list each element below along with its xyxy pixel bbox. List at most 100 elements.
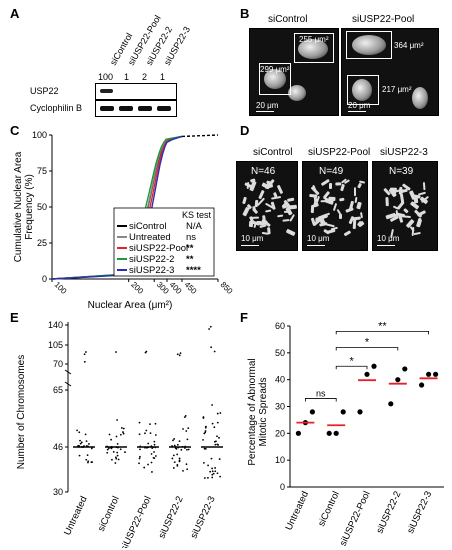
chromosome	[325, 223, 335, 228]
panel-label-c: C	[10, 123, 20, 138]
data-point	[216, 472, 219, 475]
data-point	[214, 467, 217, 469]
spread-image-siusp22-pool: N=49 10 μm	[302, 161, 368, 251]
data-point	[210, 457, 213, 460]
chromosome	[357, 220, 365, 228]
data-point	[173, 444, 176, 447]
chromosome	[259, 224, 267, 229]
data-point	[85, 458, 88, 461]
chromosome	[338, 197, 345, 202]
data-point	[119, 448, 122, 451]
chromosome	[356, 182, 362, 189]
data-point	[209, 325, 212, 328]
data-point	[120, 427, 123, 429]
x-tick-label: 200	[129, 280, 145, 296]
data-point	[84, 433, 87, 436]
data-point	[211, 473, 214, 476]
significance-bracket	[335, 330, 429, 335]
data-point	[178, 440, 181, 443]
data-point	[395, 377, 401, 383]
significance-bracket	[335, 365, 368, 370]
y-tick-label: 0	[280, 482, 285, 492]
data-point	[426, 371, 432, 377]
chromosome	[339, 184, 345, 192]
data-point	[83, 353, 86, 356]
data-point	[211, 476, 214, 479]
data-point	[326, 430, 332, 436]
data-point	[182, 428, 184, 430]
x-tick-label: siControl	[316, 490, 342, 529]
data-point	[207, 464, 209, 467]
data-point	[186, 438, 189, 441]
data-point	[214, 470, 217, 473]
data-point	[139, 448, 141, 451]
data-point	[178, 354, 181, 357]
chromosome	[418, 191, 427, 196]
data-point	[208, 328, 211, 330]
y-tick-label: 140	[48, 320, 63, 330]
data-point	[114, 462, 117, 464]
chromosome	[264, 209, 271, 214]
legend-significance: ns	[186, 232, 196, 243]
significance-label: *	[349, 355, 354, 367]
data-point	[187, 448, 190, 451]
legend-significance: ****	[186, 265, 201, 276]
data-point	[111, 458, 113, 461]
data-point	[116, 454, 119, 457]
data-point	[172, 439, 174, 442]
y-tick-label: 40	[275, 375, 285, 385]
image-title-siusp22-pool: siUSP22-Pool	[352, 14, 415, 25]
data-point	[116, 443, 119, 445]
x-tick-label: siControl	[96, 495, 122, 534]
data-point	[340, 409, 346, 415]
data-point	[216, 435, 218, 438]
x-tick-label: siUSP22-2	[157, 495, 186, 541]
x-tick-label: siUSP22-Pool	[338, 490, 373, 548]
data-point	[139, 455, 141, 458]
data-point	[147, 463, 149, 466]
data-point	[138, 421, 141, 424]
chromosome	[343, 230, 352, 237]
data-point	[171, 457, 174, 460]
chromosome	[423, 181, 426, 191]
data-point	[153, 451, 155, 453]
chromosome	[252, 206, 256, 212]
data-point	[144, 432, 146, 435]
data-point	[76, 429, 78, 432]
area-label: 299 μm²	[260, 65, 290, 74]
significance-label: **	[378, 320, 387, 332]
y-tick-label: 20	[275, 428, 285, 438]
chromosome	[356, 201, 362, 210]
spread-image-siusp22-3: N=39 10 μm	[372, 161, 438, 251]
chromosome	[284, 210, 290, 213]
data-point	[186, 468, 189, 471]
data-point	[108, 433, 111, 436]
chromosome	[354, 186, 357, 197]
data-point	[402, 366, 408, 372]
micrograph-siusp22-pool: 364 μm² 217 μm² 20 μm	[341, 28, 439, 116]
data-point	[178, 457, 181, 460]
data-point	[150, 453, 153, 455]
x-tick-label: siUSP22-Pool	[119, 495, 154, 548]
data-point	[388, 401, 394, 407]
chromosome	[277, 214, 284, 218]
data-point	[203, 477, 206, 479]
axis-break	[64, 381, 72, 387]
spread-title-siusp22-pool: siUSP22-Pool	[308, 147, 371, 158]
data-point	[106, 448, 109, 451]
data-point	[153, 440, 156, 443]
quant-value: 1	[124, 72, 130, 82]
legend-label: siUSP22-Pool	[129, 243, 188, 254]
axis-break	[64, 369, 72, 375]
legend-header: KS test	[182, 210, 212, 220]
data-point	[172, 467, 175, 469]
scale-bar-label: 10 μm	[241, 234, 264, 243]
chromosome	[328, 196, 336, 201]
x-tick-label: siUSP22-3	[405, 490, 434, 536]
y-tick-label: 75	[37, 166, 47, 176]
y-tick-label: 10	[275, 455, 285, 465]
panel-label-a: A	[10, 6, 20, 21]
data-point	[124, 451, 126, 454]
data-point	[138, 462, 140, 465]
